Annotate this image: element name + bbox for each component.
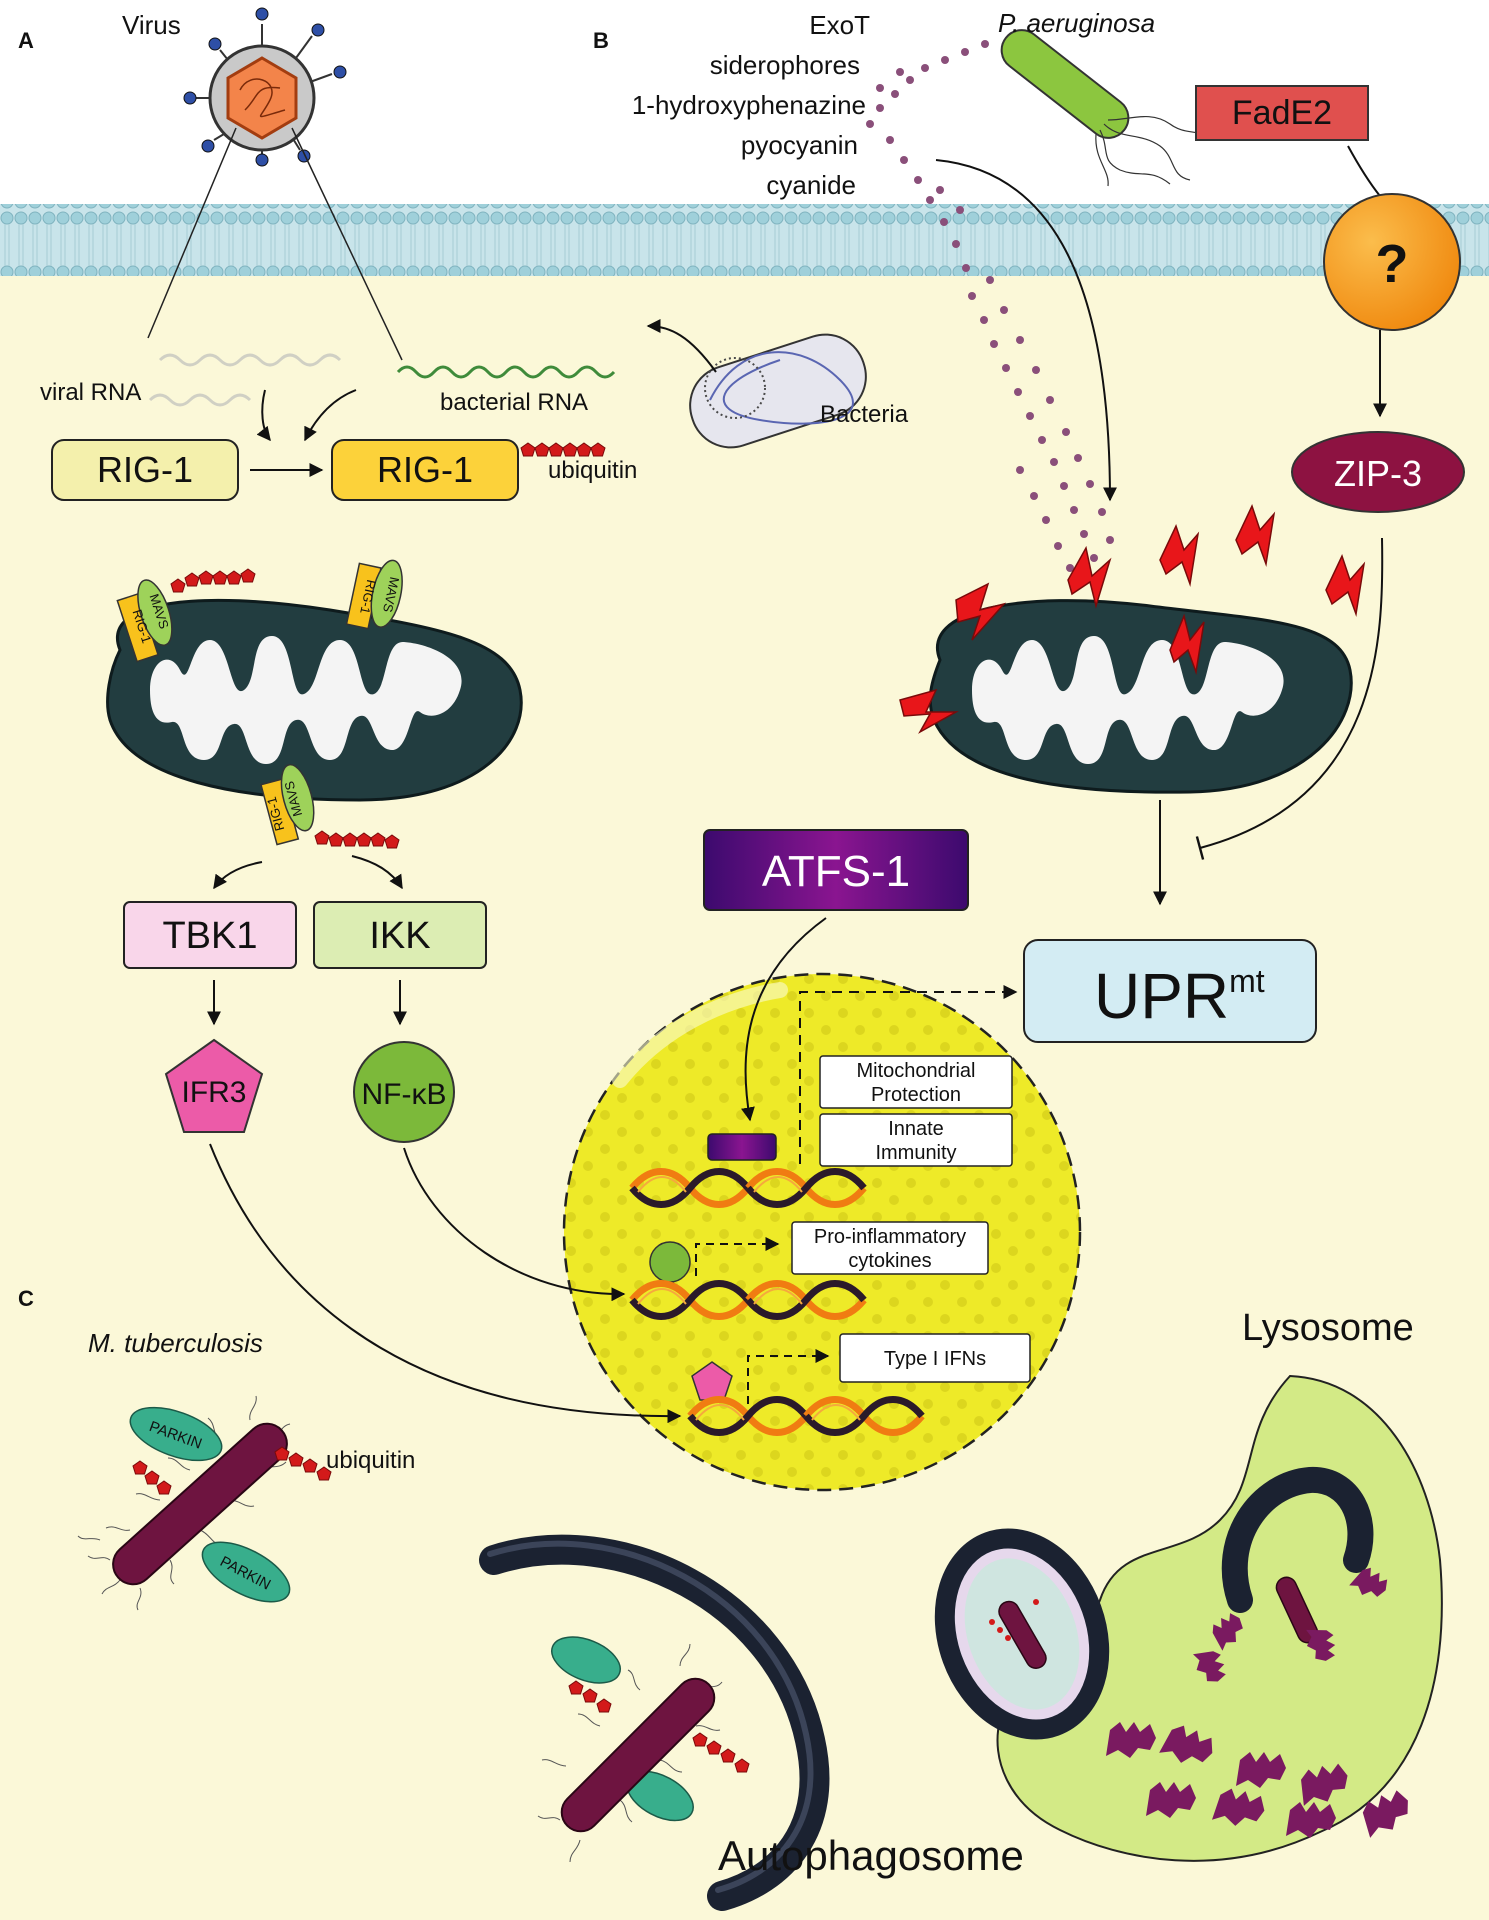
cell-membrane xyxy=(0,204,1489,276)
mito-protection-line1: Mitochondrial xyxy=(857,1060,976,1082)
upr-mt-box xyxy=(1023,939,1317,1043)
p-aeruginosa-icon xyxy=(1000,29,1211,187)
mavs-complex-top-right: RIG-1 MAVS xyxy=(345,559,403,630)
p-aeruginosa-label: P. aeruginosa xyxy=(998,8,1155,38)
lysosome xyxy=(996,1374,1443,1862)
mavs-small-label-2: MAVS xyxy=(380,576,402,615)
rig1-inactive-label: RIG-1 xyxy=(97,449,193,490)
rig1-active-label: RIG-1 xyxy=(377,449,473,490)
bacterial-rna-strand xyxy=(396,365,616,379)
arrow-to-ikk xyxy=(351,855,403,890)
viral-rna-strand-2 xyxy=(148,393,252,407)
unknown-factor-circle xyxy=(1323,193,1461,331)
toxin-0: ExoT xyxy=(809,10,870,40)
autolysosome-vesicle xyxy=(934,1528,1110,1740)
tbk1-box xyxy=(123,901,297,969)
fade2-label: FadE2 xyxy=(1232,94,1332,132)
mito-protection-line2: Protection xyxy=(871,1084,961,1106)
ifr3-pentagon xyxy=(164,1038,264,1133)
mitochondrion-b xyxy=(928,599,1353,794)
type1-ifns-box xyxy=(839,1333,1031,1383)
unknown-factor-label: ? xyxy=(1376,234,1409,294)
ifr3-to-nucleus-arrow xyxy=(209,1143,682,1424)
virus-zoom-line-left xyxy=(147,127,237,339)
m-tuberculosis-label: M. tuberculosis xyxy=(88,1328,263,1358)
panel-label-a: A xyxy=(18,28,34,53)
bacterial-rna-arrow xyxy=(304,389,357,442)
viral-rna-arrow xyxy=(256,389,271,442)
arrow-to-tbk1 xyxy=(213,861,263,890)
viral-rna-strand xyxy=(158,353,342,367)
ubiquitin-label-c: ubiquitin xyxy=(326,1447,415,1474)
ikk-label: IKK xyxy=(369,915,430,957)
toxin-to-mito-arrow xyxy=(935,159,1117,502)
autophagosome xyxy=(479,1534,830,1911)
parkin-bottom: PARKIN xyxy=(201,1541,291,1603)
innate-immunity-line2: Immunity xyxy=(875,1142,956,1164)
ubiquitin-label-a: ubiquitin xyxy=(548,457,637,484)
rig1-active-box xyxy=(331,439,519,501)
zip3-ellipse xyxy=(1291,431,1465,513)
tbk1-label: TBK1 xyxy=(162,915,257,957)
upr-mt-label: UPRmt xyxy=(1094,960,1265,1032)
atfs1-label: ATFS-1 xyxy=(762,847,910,896)
cytokines-line2: cytokines xyxy=(848,1250,931,1272)
autophagosome-label: Autophagosome xyxy=(718,1832,1024,1879)
panel-label-b: B xyxy=(593,28,609,53)
atfs1-box xyxy=(703,829,969,911)
virus-zoom-line-right xyxy=(291,127,403,361)
nfkb-to-nucleus-arrow xyxy=(403,1147,626,1302)
ifr3-label: IFR3 xyxy=(181,1076,246,1109)
zip3-inhibition-line xyxy=(1195,537,1384,860)
fade2-box xyxy=(1195,85,1369,141)
toxin-1: siderophores xyxy=(710,50,860,80)
lysosome-label: Lysosome xyxy=(1242,1307,1414,1349)
mavs-complex-bottom: RIG-1 MAVS xyxy=(260,763,315,846)
nfkb-label: NF-κB xyxy=(362,1078,447,1111)
cytokine-expression-arrow xyxy=(695,1237,780,1276)
toxin-3: pyocyanin xyxy=(741,130,858,160)
cytokines-box xyxy=(791,1221,989,1275)
panel-label-c: C xyxy=(18,1286,34,1311)
parkin-top: PARKIN xyxy=(129,1406,223,1462)
virus-label: Virus xyxy=(122,10,181,40)
toxin-2: 1-hydroxyphenazine xyxy=(632,90,866,120)
nfkb-circle xyxy=(353,1041,455,1143)
nucleus-highlight xyxy=(612,982,788,1088)
mavs-complex-top-left: RIG-1 MAVS xyxy=(116,579,173,663)
toxin-4: cyanide xyxy=(766,170,856,200)
bacteria-icon xyxy=(689,333,867,449)
cytokines-line1: Pro-inflammatory xyxy=(814,1226,966,1248)
mito-protection-box xyxy=(819,1055,1013,1109)
m-tuberculosis-bacillus xyxy=(77,1395,291,1611)
type1-ifns-label: Type I IFNs xyxy=(884,1348,986,1370)
zip3-label: ZIP-3 xyxy=(1334,453,1422,494)
fade2-to-question-line xyxy=(1347,145,1381,197)
rig1-inactive-box xyxy=(51,439,239,501)
upr-superscript-text: mt xyxy=(1229,963,1265,999)
innate-immunity-line1: Innate xyxy=(888,1118,944,1140)
toxin-list: ExoT siderophores 1-hydroxyphenazine pyo… xyxy=(632,10,870,200)
viral-rna-label: viral RNA xyxy=(40,379,141,406)
bacteria-label: Bacteria xyxy=(820,401,909,428)
bacterial-rna-label: bacterial RNA xyxy=(440,389,588,416)
ikk-box xyxy=(313,901,487,969)
atfs1-import-arrow xyxy=(741,917,827,1122)
virus-icon xyxy=(183,7,347,167)
nfkb-bound-dna xyxy=(649,1241,691,1283)
rig1-small-label-2: RIG-1 xyxy=(357,578,379,615)
toxin-dots xyxy=(866,40,1114,572)
mitochondrion-a xyxy=(106,598,523,802)
upr-main-text: UPR xyxy=(1094,960,1229,1032)
atfs1-bound-dna xyxy=(707,1133,777,1161)
stress-lightning-icons xyxy=(899,503,1366,734)
innate-immunity-box xyxy=(819,1113,1013,1167)
bacteria-to-rna-arrow xyxy=(646,319,717,373)
upr-activation-dashed-arrow xyxy=(799,985,1018,1164)
ifn-expression-arrow xyxy=(747,1349,830,1404)
